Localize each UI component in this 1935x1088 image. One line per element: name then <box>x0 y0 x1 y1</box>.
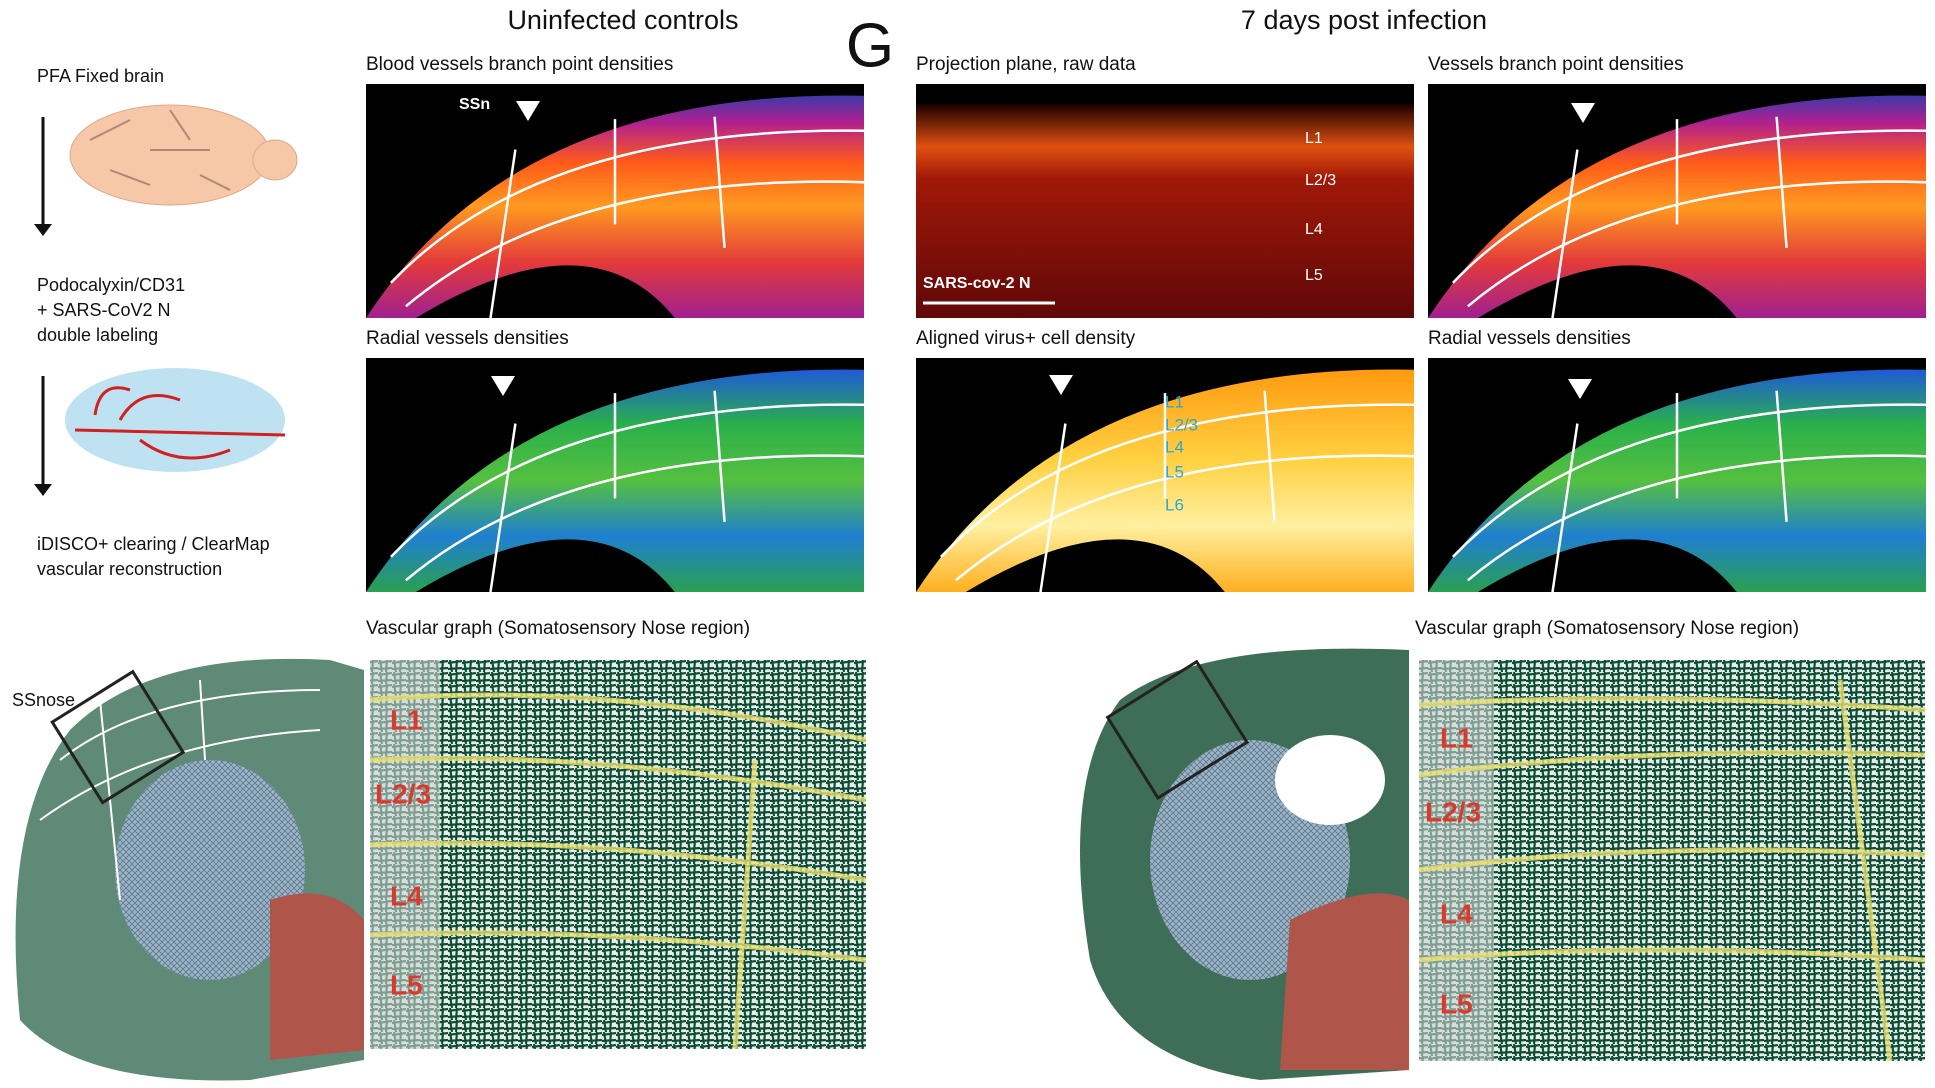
workflow-text: double labeling <box>37 325 158 345</box>
region-label: SSn <box>459 96 490 113</box>
layer-label: L1 <box>1305 130 1323 147</box>
panel-title: Blood vessels branch point densities <box>366 54 673 75</box>
stain-label: SARS-cov-2 N <box>923 275 1031 292</box>
layer-label: L5 <box>1165 462 1184 481</box>
vascular-graph <box>370 660 866 1049</box>
workflow-text: iDISCO+ clearing / ClearMap <box>37 534 270 554</box>
panel-letter: G <box>846 11 894 80</box>
panel-title: Projection plane, raw data <box>916 54 1136 75</box>
panel-title: Radial vessels densities <box>366 328 569 349</box>
heading: Uninfected controls <box>507 5 738 35</box>
arrow <box>34 224 52 236</box>
layer-label: L4 <box>390 880 423 911</box>
panel-title: Radial vessels densities <box>1428 328 1631 349</box>
figure: Uninfected controls G 7 days post infect… <box>0 0 1935 1088</box>
layer-label: L1 <box>1165 392 1184 411</box>
brain-region <box>270 893 364 1060</box>
arrow <box>34 484 52 496</box>
workflow-text: Podocalyxin/CD31 <box>37 275 185 295</box>
layer-label: L4 <box>1165 437 1184 456</box>
brain-illustration <box>70 105 270 205</box>
panel-title: Aligned virus+ cell density <box>916 328 1136 349</box>
layer-label: L2/3 <box>1425 796 1481 827</box>
layer-label: L5 <box>1305 267 1323 284</box>
panel-title: Vessels branch point densities <box>1428 54 1684 75</box>
layer-label: L5 <box>1440 988 1473 1019</box>
graph-title: Vascular graph (Somatosensory Nose regio… <box>1415 618 1799 639</box>
layer-label: L1 <box>390 704 423 735</box>
layer-label: L6 <box>1165 495 1184 514</box>
panels: Blood vessels branch point densities Radi… <box>366 54 1926 592</box>
workflow-text: PFA Fixed brain <box>37 66 164 86</box>
layer-label: L2/3 <box>1165 415 1198 434</box>
workflow-text: + SARS-CoV2 N <box>37 300 171 320</box>
layer-label: L5 <box>390 969 423 1000</box>
layer-label: L2/3 <box>1305 172 1336 189</box>
heading: 7 days post infection <box>1241 5 1487 35</box>
brain-region <box>1280 893 1409 1070</box>
layer-label: L2/3 <box>375 778 431 809</box>
brain-illustration <box>253 140 297 180</box>
layer-label: L4 <box>1440 898 1473 929</box>
brain-region <box>1275 735 1385 825</box>
region-label: SSnose <box>12 690 75 710</box>
workflow-text: vascular reconstruction <box>37 559 222 579</box>
layer-label: L1 <box>1440 722 1473 753</box>
graph-title: Vascular graph (Somatosensory Nose regio… <box>366 618 750 639</box>
layer-label: L4 <box>1305 221 1323 238</box>
